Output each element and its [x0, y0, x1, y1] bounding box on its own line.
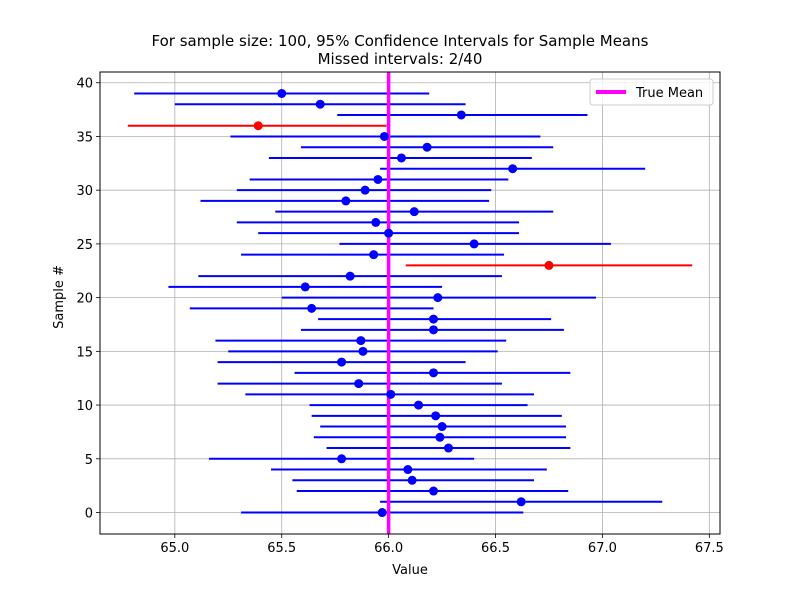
- y-tick-label: 10: [76, 399, 93, 414]
- sample-mean-point: [345, 271, 355, 281]
- sample-mean-point: [354, 379, 364, 389]
- sample-mean-point: [358, 346, 368, 356]
- sample-mean-point: [356, 336, 366, 346]
- y-tick-label: 35: [76, 130, 93, 145]
- sample-mean-point: [384, 228, 394, 238]
- sample-mean-point: [371, 217, 381, 227]
- chart-subtitle: Missed intervals: 2/40: [317, 50, 483, 68]
- sample-mean-point: [277, 88, 287, 98]
- sample-mean-point: [435, 432, 445, 442]
- y-tick-label: 20: [76, 292, 93, 307]
- chart-title: For sample size: 100, 95% Confidence Int…: [151, 32, 649, 50]
- sample-mean-point: [429, 368, 439, 378]
- x-tick-label: 65.0: [160, 541, 189, 556]
- legend: True Mean: [589, 78, 714, 106]
- legend-true-mean-label: True Mean: [635, 86, 703, 101]
- x-tick-label: 67.0: [588, 541, 617, 556]
- sample-mean-point: [429, 325, 439, 335]
- legend-box: [589, 78, 714, 106]
- sample-mean-point: [396, 153, 406, 163]
- sample-mean-point: [341, 196, 351, 206]
- sample-mean-point: [431, 411, 441, 421]
- sample-mean-point: [337, 357, 347, 367]
- grid: [100, 72, 720, 534]
- sample-mean-point: [516, 497, 526, 507]
- sample-mean-point: [469, 239, 479, 249]
- sample-mean-point: [379, 131, 389, 141]
- sample-mean-point: [456, 110, 466, 120]
- y-tick-label: 25: [76, 238, 93, 253]
- sample-mean-point: [433, 293, 443, 303]
- sample-mean-point: [437, 422, 447, 432]
- sample-mean-point: [307, 303, 317, 313]
- missed-sample-mean-point: [544, 260, 554, 270]
- sample-mean-point: [429, 486, 439, 496]
- x-tick-label: 65.5: [267, 541, 296, 556]
- x-axis-label: Value: [392, 563, 428, 578]
- y-ticks: 0 5 10 15 20 25 30 35 40: [76, 77, 100, 522]
- sample-mean-point: [422, 142, 432, 152]
- sample-mean-point: [403, 465, 413, 475]
- y-tick-label: 30: [76, 184, 93, 199]
- sample-mean-point: [369, 250, 379, 260]
- y-tick-label: 15: [76, 345, 93, 360]
- sample-mean-point: [373, 174, 383, 184]
- sample-mean-point: [337, 454, 347, 464]
- x-tick-label: 66.0: [374, 541, 403, 556]
- sample-mean-point: [386, 389, 396, 399]
- x-ticks: 65.0 65.5 66.0 66.5 67.0 67.5: [160, 534, 724, 556]
- y-tick-label: 40: [76, 77, 93, 92]
- sample-mean-point: [407, 475, 417, 485]
- sample-mean-point: [414, 400, 424, 410]
- plot-frame: [99, 71, 721, 535]
- y-tick-label: 0: [85, 507, 93, 522]
- x-tick-label: 67.5: [695, 541, 724, 556]
- sample-mean-points: [253, 88, 554, 518]
- sample-mean-point: [429, 314, 439, 324]
- sample-mean-point: [377, 508, 387, 518]
- missed-sample-mean-point: [253, 121, 263, 131]
- y-axis-label: Sample #: [52, 265, 67, 329]
- sample-mean-point: [409, 207, 419, 217]
- sample-mean-point: [443, 443, 453, 453]
- sample-mean-point: [300, 282, 310, 292]
- sample-mean-point: [315, 99, 325, 109]
- x-tick-label: 66.5: [481, 541, 510, 556]
- sample-mean-point: [508, 164, 518, 174]
- y-tick-label: 5: [85, 453, 93, 468]
- sample-mean-point: [360, 185, 370, 195]
- interval-lines: [127, 92, 693, 514]
